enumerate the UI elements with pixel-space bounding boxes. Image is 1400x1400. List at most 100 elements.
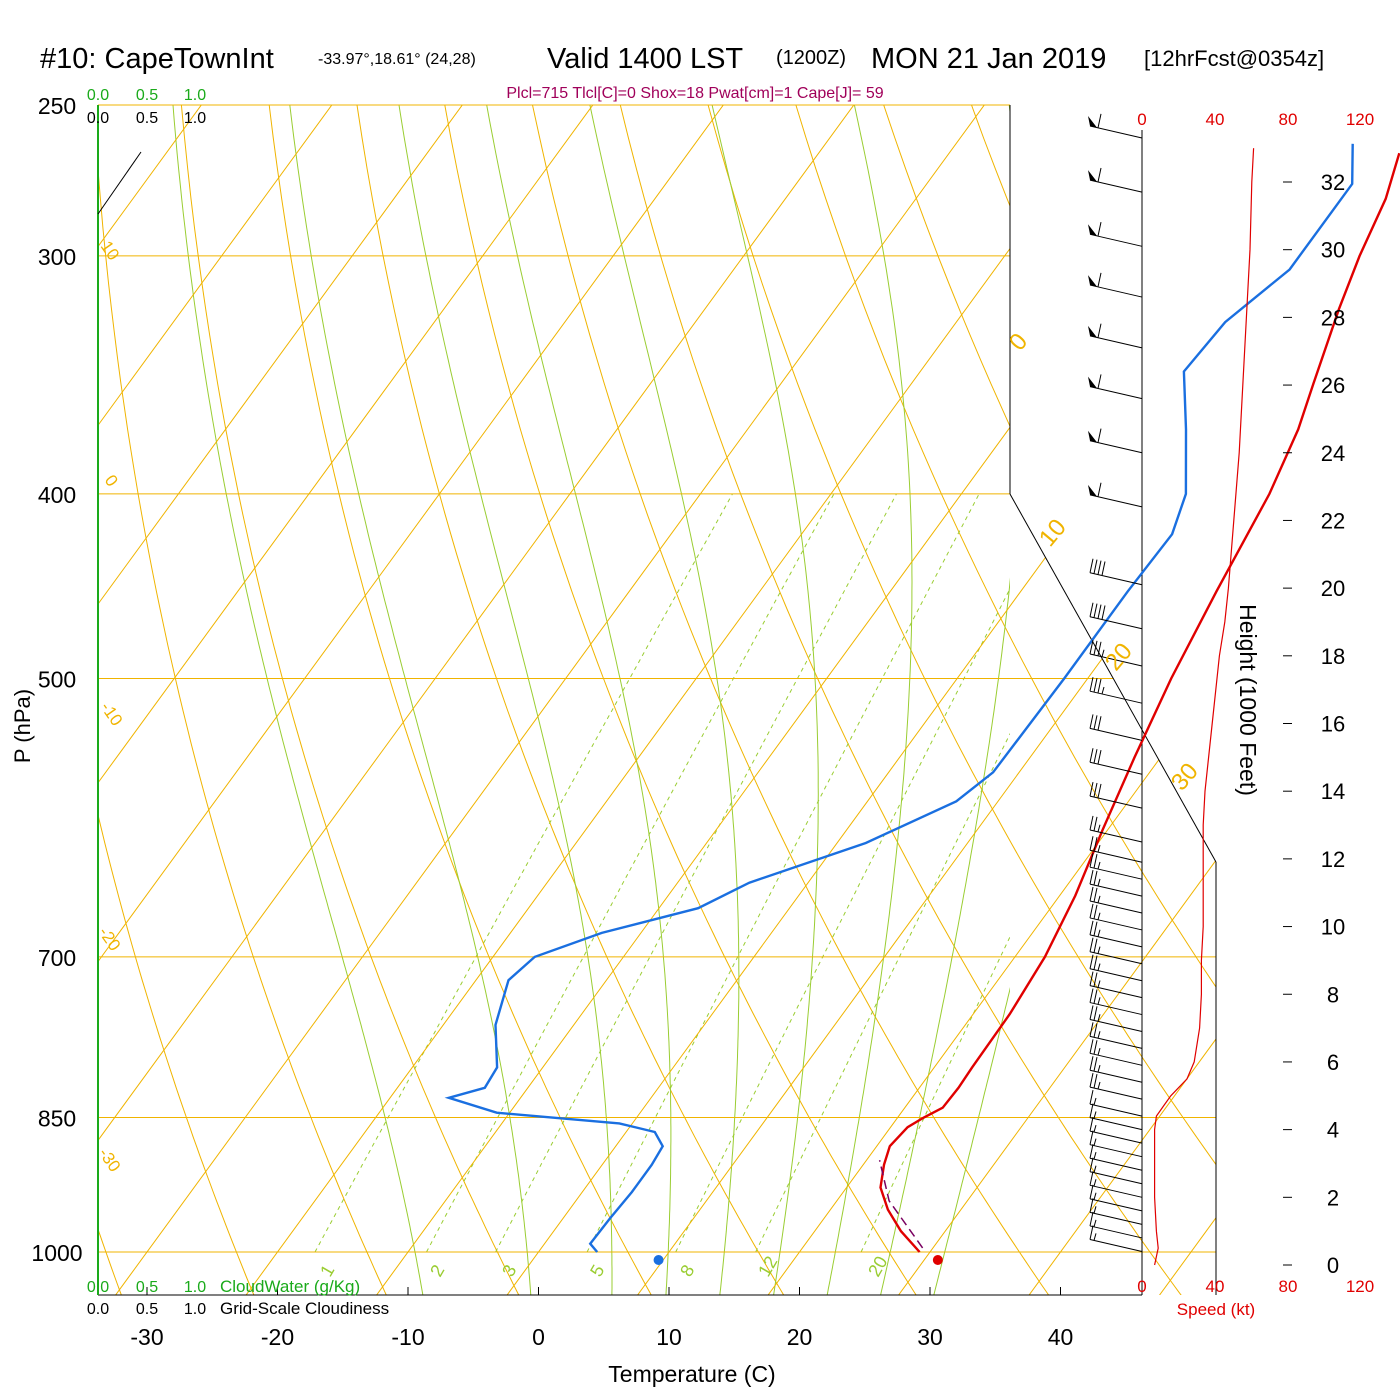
- wind-barb-staff: [1089, 1035, 1143, 1049]
- mixing-ratio-lines: [314, 493, 1010, 1253]
- mixing-ratio-label: 12: [754, 1253, 781, 1280]
- moist-adiabat: [172, 105, 424, 1295]
- height-tick-label: 2: [1327, 1185, 1339, 1210]
- wind-barb-staff: [1089, 125, 1143, 139]
- dry-adiabat-label: -30: [95, 1144, 125, 1175]
- wind-barb: [1089, 1117, 1143, 1144]
- moist-adiabat: [398, 105, 613, 1295]
- wind-barb: [1089, 1022, 1143, 1049]
- wind-barb-half-flag: [1093, 1179, 1097, 1187]
- isotherms: [98, 105, 1216, 1295]
- wind-barb-half-flag: [1097, 878, 1101, 887]
- speed-axis-title: Speed (kt): [1177, 1300, 1255, 1319]
- dry-adiabat: [765, 105, 1216, 1295]
- dry-adiabat: [850, 105, 1216, 1295]
- dewpoint-line: [444, 143, 1354, 1253]
- x-tick-label: 40: [1048, 1324, 1074, 1350]
- speed-tick-label-top: 40: [1206, 110, 1225, 129]
- pressure-tick-label: 700: [38, 945, 76, 971]
- isotherm-label: 30: [1166, 758, 1204, 796]
- wind-barb-flag: [1089, 1198, 1094, 1213]
- wind-barb-half-flag: [1097, 997, 1101, 1005]
- wind-barb: [1088, 167, 1143, 193]
- x-tick-label: 10: [656, 1324, 682, 1350]
- wind-barb-flag: [1089, 815, 1094, 831]
- wind-barb-flag: [1093, 816, 1098, 831]
- wind-barb-half-flag: [1101, 686, 1105, 695]
- height-tick-label: 18: [1321, 644, 1345, 669]
- wind-barb-flag: [1093, 837, 1098, 852]
- cloud-tick-label: 0.0: [87, 110, 109, 127]
- utc-time: (1200Z): [776, 47, 846, 69]
- wind-barb-flag: [1089, 558, 1094, 573]
- wind-barb-flag: [1089, 1005, 1094, 1020]
- mixing-ratio-line: [755, 732, 1010, 1253]
- wind-barb-flag: [1089, 1039, 1094, 1054]
- wind-barb-pennant: [1088, 275, 1097, 287]
- speed-tick-label-bottom: 80: [1279, 1277, 1298, 1296]
- mixing-ratio-line: [860, 935, 1010, 1253]
- parcel-line: [878, 1160, 924, 1249]
- wind-barb-flag: [1093, 1006, 1098, 1021]
- wind-barb-flag: [1089, 1184, 1094, 1199]
- dry-adiabat: [257, 105, 672, 1295]
- dry-adiabat: [173, 105, 538, 1295]
- height-tick-label: 6: [1327, 1050, 1339, 1075]
- dry-adiabat-label: 0: [101, 471, 122, 490]
- wind-barb: [1088, 222, 1143, 247]
- wind-barb: [1089, 1211, 1143, 1239]
- wind-barb-pennant: [1088, 116, 1097, 128]
- wind-barb-flag: [1097, 482, 1102, 497]
- isotherm-line: [611, 105, 1216, 1295]
- wind-barb-flag: [1093, 1073, 1098, 1089]
- wind-barb-flag: [1093, 1023, 1098, 1038]
- wind-barb-flag: [1089, 782, 1094, 797]
- wind-barb-staff: [1089, 727, 1143, 741]
- isotherm-line: [98, 105, 1120, 1295]
- dry-adiabat: [342, 105, 806, 1295]
- moist-adiabat: [880, 105, 1010, 1295]
- wind-barb-flag: [1089, 748, 1094, 763]
- wind-barb-flag: [1089, 988, 1094, 1003]
- wind-barb-staff: [1089, 284, 1143, 298]
- wind-barb-flag: [1097, 678, 1102, 694]
- wind-barb-half-flag: [1093, 1124, 1097, 1133]
- wind-barb-staff: [1089, 849, 1143, 863]
- wind-barb-staff: [1089, 1198, 1143, 1212]
- wind-barb-flag: [1089, 1144, 1094, 1159]
- wind-barb-staff: [1089, 1103, 1143, 1117]
- wind-barb-staff: [1089, 1144, 1143, 1158]
- surface-temperature-dot: [932, 1255, 943, 1265]
- wind-barb: [1089, 971, 1143, 999]
- cloud-tick-label: 1.0: [184, 110, 206, 127]
- dry-adiabat-label: 10: [97, 237, 123, 263]
- wind-barb-flag: [1089, 639, 1094, 655]
- wind-barb-flag: [1097, 323, 1102, 338]
- dry-adiabat: [98, 105, 404, 1295]
- wind-barb: [1089, 782, 1143, 809]
- wind-barb-flag: [1097, 750, 1102, 765]
- pressure-tick-label: 400: [38, 482, 76, 508]
- wind-barb-flag: [1093, 989, 1098, 1004]
- wind-barb-staff: [1089, 1225, 1143, 1239]
- mixing-ratio-line: [586, 493, 980, 1253]
- moist-adiabats: [172, 105, 1010, 1295]
- cloudiness-trace: [97, 151, 142, 215]
- wind-barb: [1089, 602, 1143, 630]
- wind-barb-flag: [1093, 640, 1098, 655]
- wind-barb-flag: [1089, 1157, 1094, 1172]
- wind-barb-staff: [1089, 1117, 1143, 1131]
- stability-indices: Plcl=715 Tlcl[C]=0 Shox=18 Pwat[cm]=1 Ca…: [506, 85, 883, 102]
- height-tick-label: 14: [1321, 779, 1345, 804]
- wind-barb: [1089, 1184, 1143, 1212]
- isotherm-line: [98, 105, 206, 1295]
- wind-barb-staff: [1089, 335, 1143, 349]
- wind-barb: [1088, 428, 1143, 454]
- dry-adiabat-label: -20: [95, 923, 125, 954]
- height-tick-label: 26: [1321, 373, 1345, 398]
- wind-barb: [1089, 1130, 1143, 1158]
- dry-adiabats: [98, 105, 1216, 1295]
- wind-barb-half-flag: [1097, 963, 1101, 971]
